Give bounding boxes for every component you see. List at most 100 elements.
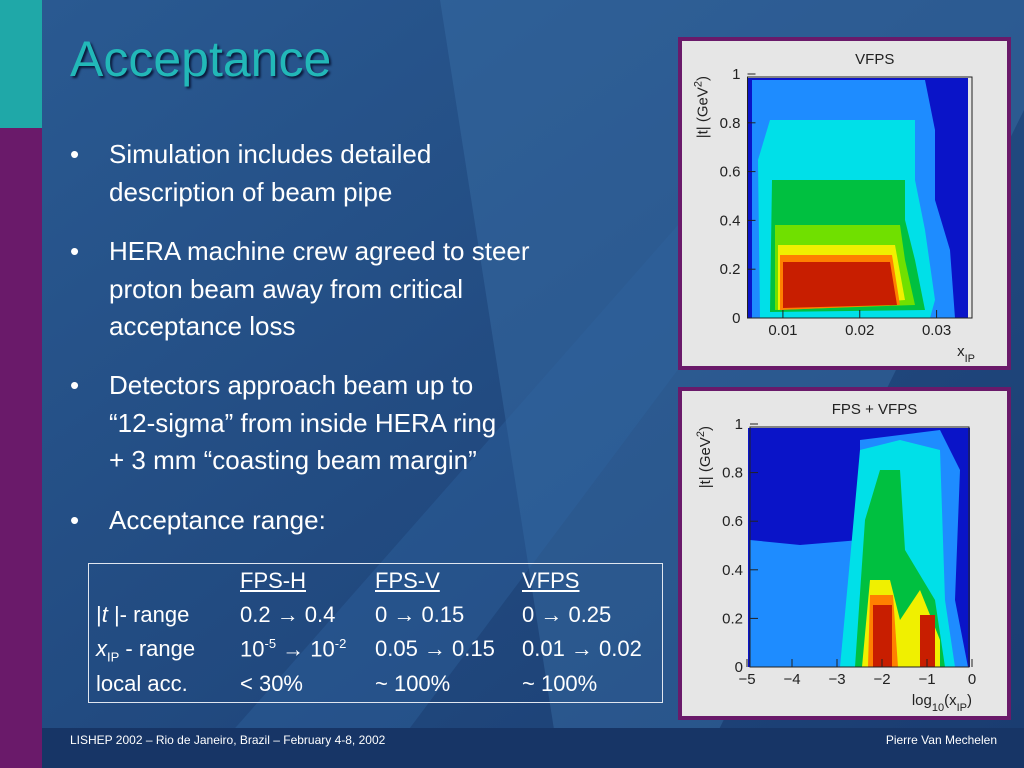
y-tick-label: 0.2 bbox=[722, 610, 743, 627]
bullet-text: Simulation includes detailed description … bbox=[109, 136, 431, 211]
y-tick-label: 0 bbox=[732, 310, 740, 327]
y-axis-label: |t| (GeV2) bbox=[695, 426, 714, 488]
plot-title: FPS + VFPS bbox=[832, 401, 917, 418]
text-segment: IP bbox=[107, 649, 120, 665]
x-tick-label: 0 bbox=[968, 671, 976, 688]
table-cell: 0 → 0.25 bbox=[522, 602, 612, 627]
contour bbox=[783, 262, 897, 308]
y-axis-label: |t| (GeV2) bbox=[693, 76, 712, 138]
x-tick-label: −4 bbox=[783, 671, 800, 688]
contour bbox=[920, 615, 935, 667]
y-tick-label: 0.6 bbox=[720, 164, 741, 181]
bullet-dot: • bbox=[70, 236, 80, 266]
plot-frame bbox=[678, 387, 1011, 720]
text-segment: 10 bbox=[240, 636, 265, 662]
y-tick-label: 0.8 bbox=[722, 465, 743, 482]
bullet-line: Detectors approach beam up to bbox=[109, 370, 474, 400]
table-cell: < 30% bbox=[240, 671, 303, 696]
plot: VFPS 0 0.2 0.4 0.6 0.8 1 0.01 0.02 0.03 |t| (GeV2)… bbox=[693, 51, 976, 365]
y-tick-label: 0.6 bbox=[722, 513, 743, 530]
bullet-dot: • bbox=[70, 139, 80, 169]
side-bar-accent bbox=[0, 0, 42, 128]
contour bbox=[873, 605, 892, 667]
plot-title: VFPS bbox=[855, 51, 894, 68]
bullet: • Detectors approach beam up to “12-sigma”… bbox=[70, 367, 496, 480]
x-tick-label: 0.01 bbox=[768, 322, 797, 339]
text-segment: IP bbox=[965, 353, 975, 365]
bullet: • Simulation includes detailed description… bbox=[70, 136, 431, 211]
bullet-line: “12-sigma” from inside HERA ring bbox=[109, 407, 497, 438]
row-label: xIP - range bbox=[96, 636, 195, 664]
text-segment: (x bbox=[944, 692, 957, 709]
plot-frame bbox=[678, 37, 1011, 370]
y-tick-label: 0 bbox=[735, 659, 743, 676]
text-segment: 2 bbox=[695, 431, 707, 437]
plot-area-border bbox=[749, 426, 970, 668]
text-segment: 10 bbox=[932, 702, 944, 714]
y-tick-label: 1 bbox=[732, 66, 740, 83]
bullet-line: description of beam pipe bbox=[109, 176, 393, 207]
y-tick-label: 0.2 bbox=[720, 261, 741, 278]
y-tick-label: 1 bbox=[735, 416, 743, 433]
bullet-dot: • bbox=[70, 505, 80, 535]
text-segment: - range bbox=[119, 636, 196, 661]
y-tick-label: 0.4 bbox=[722, 562, 743, 579]
text-segment: log bbox=[912, 692, 932, 709]
bullet-text: Acceptance range: bbox=[109, 502, 326, 540]
table-cell: 0 → 0.15 bbox=[375, 602, 465, 627]
bullet-line: + 3 mm “coasting beam margin” bbox=[109, 445, 477, 475]
table-cell: 0.01 → 0.02 bbox=[522, 636, 642, 661]
x-axis-label: log10(xIP) bbox=[912, 692, 972, 714]
text-segment: t bbox=[101, 602, 108, 627]
bullet-line: HERA machine crew agreed to steer bbox=[109, 236, 530, 266]
column-header: FPS-V bbox=[375, 568, 440, 593]
text-segment: |t| (GeV bbox=[697, 437, 714, 488]
x-tick-label: −3 bbox=[828, 671, 845, 688]
bullet-text: HERA machine crew agreed to steer proton … bbox=[109, 233, 530, 346]
text-segment: ) bbox=[967, 692, 972, 709]
text-segment: |- range bbox=[107, 602, 190, 627]
column-header: FPS-H bbox=[240, 568, 306, 593]
x-tick-label: −2 bbox=[873, 671, 890, 688]
x-tick-label: 0.03 bbox=[922, 322, 951, 339]
row-label: |t |- range bbox=[96, 602, 189, 628]
text-segment: ) bbox=[697, 426, 714, 431]
text-segment: -5 bbox=[264, 636, 277, 651]
x-tick-label: 0.02 bbox=[845, 322, 874, 339]
bullet-line: proton beam away from critical bbox=[109, 273, 464, 304]
bullet-line: Acceptance range: bbox=[109, 505, 326, 535]
bullet-line: acceptance loss bbox=[109, 311, 296, 341]
bullet: • Acceptance range: bbox=[70, 502, 326, 540]
text-segment: |t| (GeV bbox=[695, 87, 712, 138]
bullet-text: Detectors approach beam up to “12-sigma” … bbox=[109, 367, 496, 480]
table: FPS-H FPS-V VFPS |t |- range 0.2 → 0.4 0 → 0.… bbox=[88, 563, 663, 703]
text-segment: 2 bbox=[693, 81, 705, 87]
text-segment: → 10 bbox=[276, 636, 335, 662]
text-segment: x bbox=[96, 636, 107, 661]
footer-right: Pierre Van Mechelen bbox=[885, 733, 997, 747]
slide-title: Acceptance bbox=[70, 31, 332, 87]
diagonal-band bbox=[200, 200, 760, 768]
text-segment: ) bbox=[695, 76, 712, 81]
bullet-line: Simulation includes detailed bbox=[109, 139, 432, 169]
table-cell: ~ 100% bbox=[522, 671, 598, 696]
row-label: local acc. bbox=[96, 671, 188, 697]
table-cell: ~ 100% bbox=[375, 671, 451, 696]
plot: FPS + VFPS 0 0.2 0.4 0.6 0.8 1 −5 −4 −3 −2 −1 0 |t| (… bbox=[695, 401, 976, 714]
bullet: • HERA machine crew agreed to steer proton… bbox=[70, 233, 530, 346]
text-segment: | bbox=[96, 602, 102, 627]
y-tick-label: 0.4 bbox=[720, 212, 741, 229]
table-cell: 0.2 → 0.4 bbox=[240, 602, 336, 627]
y-tick-label: 0.8 bbox=[720, 115, 741, 132]
table-cell: 10-5 → 10-2 bbox=[240, 636, 346, 662]
column-header: VFPS bbox=[522, 568, 580, 593]
table-cell: 0.05 → 0.15 bbox=[375, 636, 495, 661]
text-segment: local acc. bbox=[96, 671, 188, 696]
x-tick-label: −5 bbox=[738, 671, 755, 688]
bullet-dot: • bbox=[70, 370, 80, 400]
footer-left: LISHEP 2002 – Rio de Janeiro, Brazil – F… bbox=[70, 733, 386, 747]
text-segment: x bbox=[957, 343, 965, 360]
x-axis-label: xIP bbox=[957, 343, 975, 365]
